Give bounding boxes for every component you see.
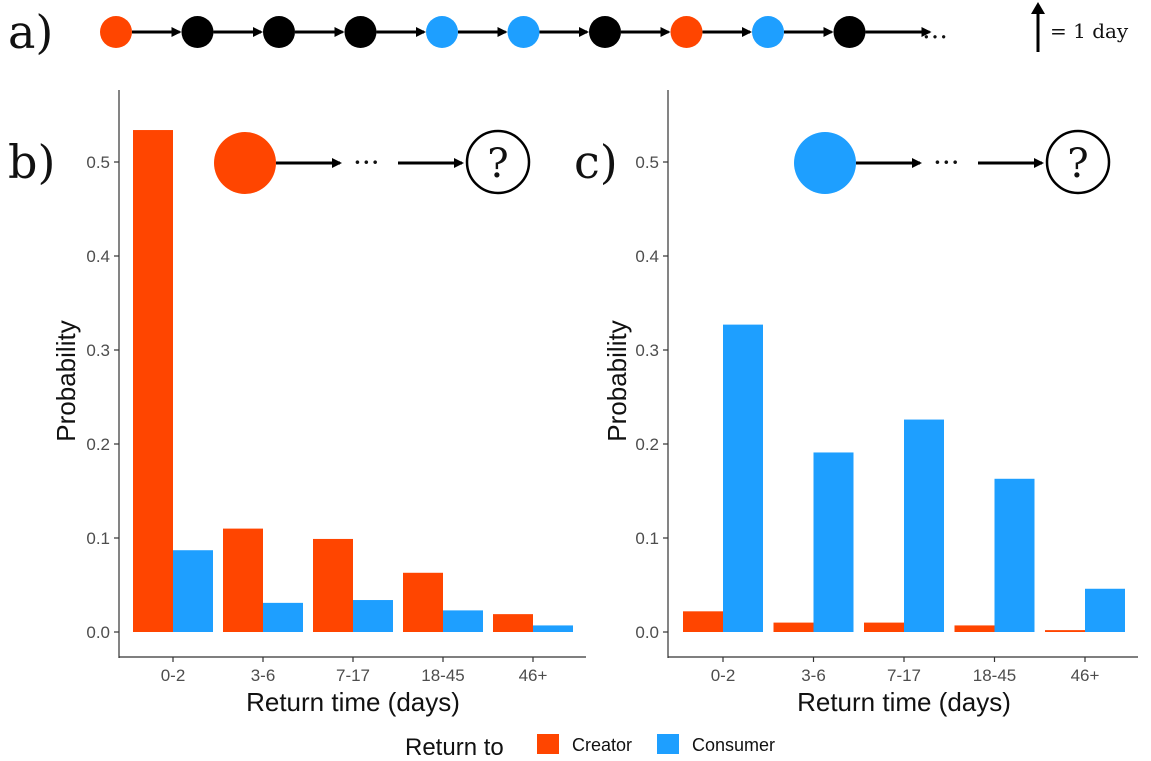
creator-start-node bbox=[214, 132, 276, 194]
bar-consumer-18-45 bbox=[994, 478, 1035, 632]
y-tick-label: 0.2 bbox=[635, 435, 659, 454]
y-tick-label: 0.0 bbox=[635, 623, 659, 642]
bar-consumer-7-17 bbox=[904, 419, 944, 632]
sequence-node-other bbox=[344, 16, 377, 48]
bar-creator-18-45 bbox=[403, 572, 443, 632]
bar-consumer-0-2 bbox=[723, 324, 763, 632]
bar-consumer-7-17 bbox=[353, 600, 393, 632]
panel-c-diagram: ··· ? bbox=[794, 129, 1111, 195]
x-tick-label: 18-45 bbox=[973, 666, 1016, 685]
question-mark: ? bbox=[487, 141, 508, 187]
bar-creator-7-17 bbox=[864, 622, 904, 632]
sequence-node-consumer bbox=[507, 16, 540, 48]
y-tick-label: 0.2 bbox=[86, 435, 110, 454]
bar-creator-7-17 bbox=[313, 538, 353, 632]
bar-creator-0-2 bbox=[133, 130, 173, 633]
panel-b-diagram: ··· ? bbox=[214, 129, 531, 195]
y-tick-label: 0.1 bbox=[635, 529, 659, 548]
x-axis-title: Return time (days) bbox=[797, 687, 1011, 717]
x-tick-label: 7-17 bbox=[887, 666, 921, 685]
chart-c: 0.0 0.1 0.2 0.3 0.4 0.5 0-2 3-6 7-17 18-45 46+ Retu… bbox=[602, 90, 1138, 717]
legend: Return to Creator Consumer bbox=[405, 734, 775, 761]
panel-b-label: b) bbox=[8, 135, 55, 189]
y-axis-title: Probability bbox=[602, 320, 632, 441]
bar-consumer-0-2 bbox=[173, 550, 213, 632]
node-sequence bbox=[100, 16, 932, 48]
legend-title: Return to bbox=[405, 734, 504, 761]
question-mark: ? bbox=[1067, 141, 1088, 187]
x-tick-label: 46+ bbox=[519, 666, 548, 685]
y-tick-label: 0.0 bbox=[86, 623, 110, 642]
y-tick-label: 0.5 bbox=[86, 153, 110, 172]
unknown-node bbox=[465, 129, 531, 195]
y-axis-title: Probability bbox=[51, 320, 81, 441]
bar-creator-46+ bbox=[1045, 630, 1085, 632]
sequence-node-other bbox=[833, 16, 866, 48]
x-tick-label: 18-45 bbox=[421, 666, 464, 685]
legend-swatch-consumer bbox=[657, 734, 679, 754]
panel-a-label: a) bbox=[8, 5, 53, 59]
bar-consumer-46+ bbox=[533, 625, 573, 632]
diagram-ellipsis: ··· bbox=[353, 146, 380, 179]
sequence-node-creator bbox=[670, 16, 703, 48]
bar-creator-3-6 bbox=[773, 622, 814, 632]
bar-consumer-3-6 bbox=[263, 602, 303, 632]
x-tick-label: 46+ bbox=[1071, 666, 1100, 685]
x-tick-label: 3-6 bbox=[251, 666, 276, 685]
x-axis-title: Return time (days) bbox=[246, 687, 460, 717]
unknown-node bbox=[1045, 129, 1111, 195]
chart-b: 0.0 0.1 0.2 0.3 0.4 0.5 0-2 3-6 7-17 18-45 46+ Retu… bbox=[51, 90, 586, 717]
sequence-node-consumer bbox=[426, 16, 458, 48]
bar-consumer-46+ bbox=[1085, 588, 1125, 632]
consumer-start-node bbox=[794, 132, 856, 194]
sequence-node-other bbox=[181, 16, 214, 48]
scale-arrow-icon bbox=[1031, 2, 1045, 52]
legend-swatch-creator bbox=[537, 734, 559, 754]
x-tick-label: 0-2 bbox=[161, 666, 186, 685]
sequence-node-other bbox=[589, 16, 621, 48]
diagram-ellipsis: ··· bbox=[933, 146, 960, 179]
panel-c-label: c) bbox=[574, 135, 618, 189]
sequence-ellipsis: … bbox=[922, 15, 948, 45]
bar-creator-18-45 bbox=[954, 625, 995, 632]
sequence-node-creator bbox=[100, 16, 132, 48]
y-tick-label: 0.1 bbox=[86, 529, 110, 548]
bar-consumer-3-6 bbox=[813, 452, 854, 632]
bar-creator-3-6 bbox=[223, 528, 263, 632]
x-tick-label: 3-6 bbox=[801, 666, 826, 685]
legend-label-consumer: Consumer bbox=[692, 735, 775, 755]
x-tick-label: 0-2 bbox=[711, 666, 736, 685]
y-tick-label: 0.5 bbox=[635, 153, 659, 172]
bar-creator-0-2 bbox=[683, 611, 723, 632]
sequence-node-consumer bbox=[752, 16, 784, 48]
legend-label-creator: Creator bbox=[572, 735, 632, 755]
y-tick-label: 0.3 bbox=[635, 341, 659, 360]
sequence-node-other bbox=[263, 16, 295, 48]
x-tick-label: 7-17 bbox=[336, 666, 370, 685]
scale-label: = 1 day bbox=[1050, 19, 1129, 43]
bar-consumer-18-45 bbox=[443, 610, 483, 632]
y-tick-label: 0.4 bbox=[635, 247, 659, 266]
bar-creator-46+ bbox=[493, 614, 533, 632]
y-tick-label: 0.3 bbox=[86, 341, 110, 360]
y-tick-label: 0.4 bbox=[86, 247, 110, 266]
